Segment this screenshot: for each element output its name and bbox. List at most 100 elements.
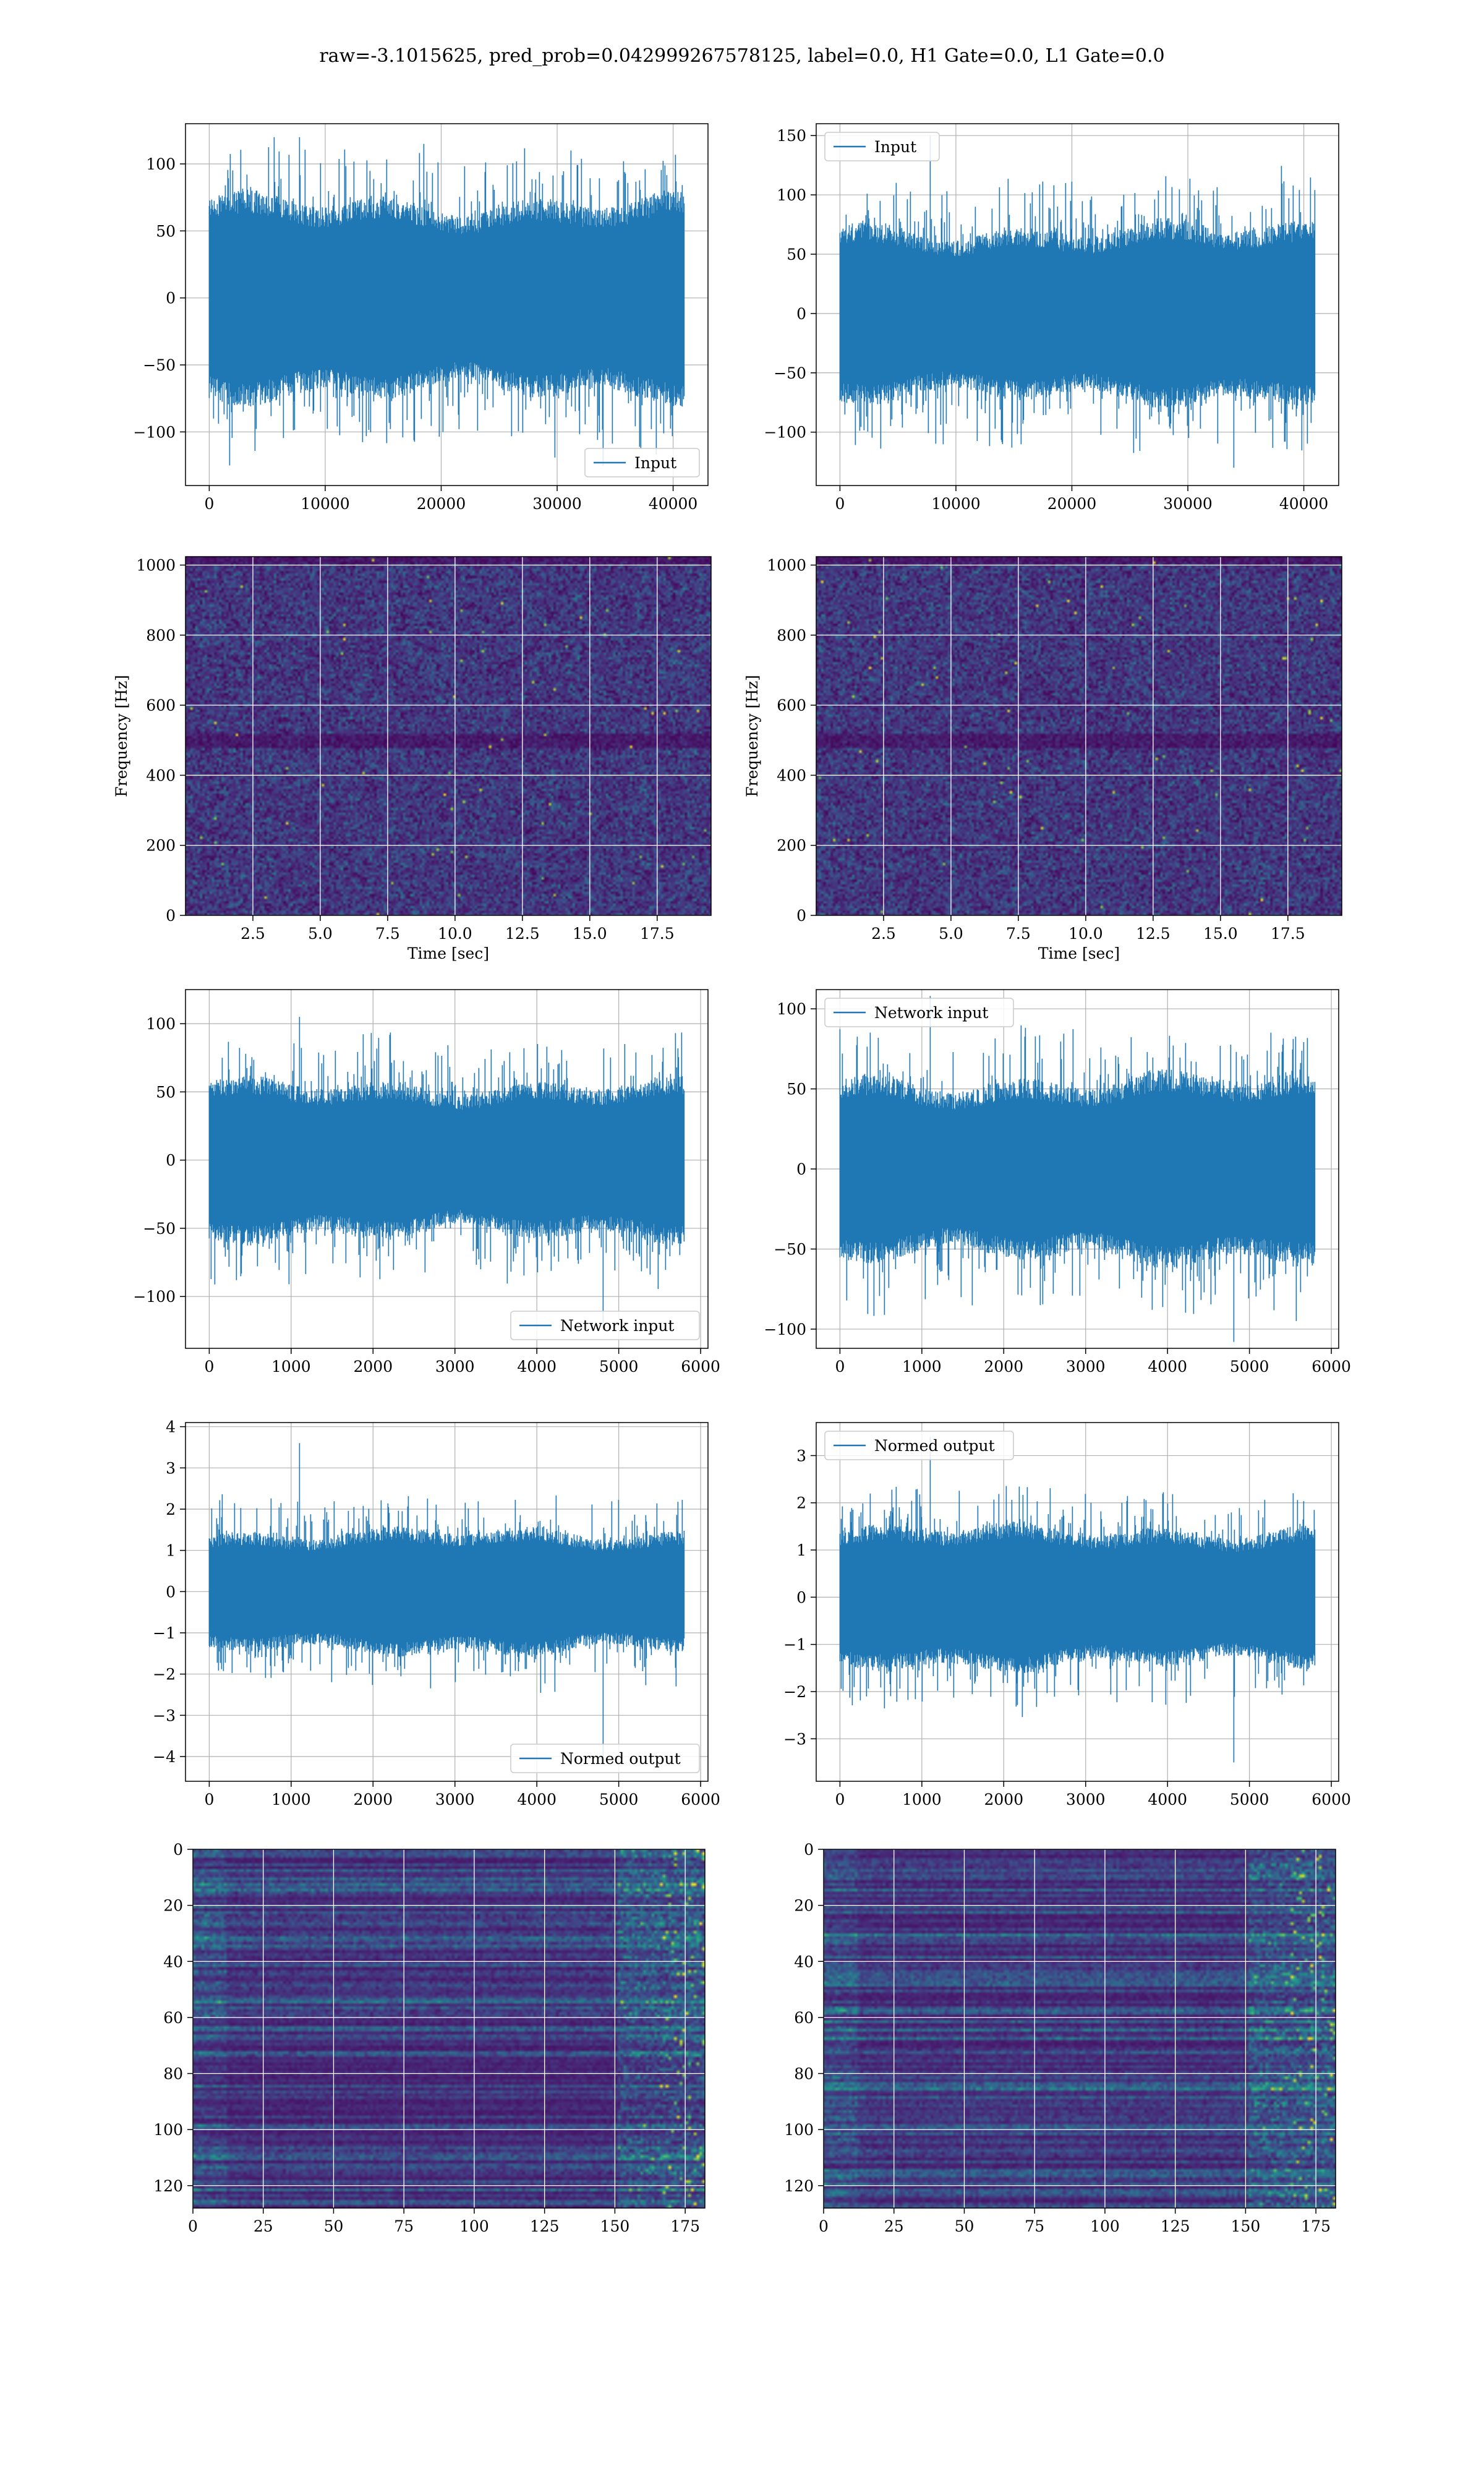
y-tick-label: 0	[166, 907, 176, 925]
y-tick-label: −2	[153, 1666, 176, 1684]
y-tick-label: 800	[777, 627, 806, 644]
y-tick-label: 60	[794, 2009, 814, 2027]
x-tick-label: 6000	[1311, 1791, 1351, 1808]
legend-label: Input	[634, 454, 676, 472]
x-axis-label: Time [sec]	[1038, 944, 1120, 962]
heatmap-image	[186, 557, 711, 915]
x-tick-label: 10000	[301, 495, 350, 513]
axes-frame	[823, 1849, 1336, 2209]
legend: Input	[584, 448, 700, 477]
x-tick-label: 175	[1301, 2217, 1331, 2235]
y-tick-label: 40	[163, 1953, 183, 1971]
x-tick-label: 3000	[1066, 1358, 1106, 1376]
panel-input-l1: 0 10000 20000 30000 40000 −100 −50 0 50 100 150 Inp…	[764, 123, 1339, 513]
y-tick-label: 0	[166, 289, 176, 307]
panels: 0 10000 20000 30000 40000−100−50050100Input0…	[113, 123, 1351, 2235]
y-tick-label: −4	[153, 1748, 176, 1766]
x-tick-label: 50	[324, 2217, 344, 2235]
tick-labels: 0 25 50 75 100 125 150 175 0 20 40 60 80 100 120	[153, 1841, 700, 2235]
legend-label: Network input	[560, 1317, 674, 1335]
x-tick-label: 75	[1025, 2217, 1044, 2235]
y-tick-label: 600	[777, 696, 806, 714]
y-tick-label: −100	[133, 1288, 176, 1306]
x-tick-label: 7.5	[1006, 925, 1031, 943]
panel-normed-output-l1: 0 1000 2000 3000 4000 5000 6000 −3 −2 −1 0 1 2 3 Norme…	[783, 1422, 1351, 1808]
series-line	[208, 137, 685, 466]
y-tick-label: −2	[783, 1683, 806, 1701]
y-tick-label: 0	[796, 305, 806, 323]
legend-box	[510, 1311, 700, 1340]
x-tick-label: 0	[835, 1358, 845, 1376]
x-tick-label: 0	[835, 1791, 845, 1808]
y-tick-label: 1000	[767, 557, 806, 575]
y-tick-label: −50	[143, 356, 176, 374]
y-tick-label: 1	[796, 1541, 806, 1559]
x-tick-label: 5000	[599, 1791, 639, 1808]
legend-label: Input	[874, 138, 916, 156]
y-tick-label: 120	[153, 2177, 183, 2195]
grid-lines	[816, 557, 1342, 916]
y-tick-label: −50	[143, 1220, 176, 1238]
y-tick-label: 0	[796, 907, 806, 925]
x-tick-label: 25	[254, 2217, 273, 2235]
panel-normed-output-h1: 0 1000 2000 3000 4000 5000 6000 −4 −3 −2 −1 0 1 2 3 4 No…	[153, 1418, 720, 1808]
y-tick-label: 20	[163, 1897, 183, 1915]
series-line	[208, 1443, 685, 1765]
panel-spectrogram-l1: 2.5 5.0 7.5 10.0 12.5 15.0 17.5 0 200 400 600 800 10…	[743, 556, 1342, 962]
y-tick-label: 1	[166, 1542, 176, 1560]
y-tick-label: 100	[784, 2121, 814, 2139]
legend: Network input	[510, 1311, 700, 1340]
x-tick-label: 125	[530, 2217, 560, 2235]
x-tick-label: 5000	[1230, 1358, 1269, 1376]
x-tick-label: 3000	[435, 1358, 475, 1376]
x-tick-label: 0	[819, 2217, 829, 2235]
x-tick-label: 15.0	[573, 925, 607, 943]
series-line	[208, 1017, 685, 1331]
x-tick-label: 15.0	[1203, 925, 1238, 943]
y-tick-label: 60	[163, 2009, 183, 2027]
tick-labels: 0 10000 20000 30000 40000 −100 −50 0 50 100 150	[764, 127, 1328, 513]
y-tick-label: −3	[153, 1706, 176, 1724]
x-tick-label: 17.5	[1271, 925, 1305, 943]
x-tick-label: 4000	[1148, 1791, 1187, 1808]
tick-labels: 0 1000 2000 3000 4000 5000 6000 −100 −50 0 50 100	[133, 1015, 720, 1376]
tick-labels: 0 1000 2000 3000 4000 5000 6000 −3 −2 −1 0 1 2 3	[783, 1447, 1351, 1808]
axes-frame	[185, 1422, 709, 1782]
y-axis-label: Frequency [Hz]	[743, 675, 761, 797]
x-tick-label: 150	[600, 2217, 630, 2235]
x-tick-label: 17.5	[640, 925, 675, 943]
x-tick-label: 150	[1231, 2217, 1261, 2235]
x-tick-label: 25	[884, 2217, 904, 2235]
x-tick-label: 50	[955, 2217, 974, 2235]
x-tick-label: 5000	[1230, 1791, 1269, 1808]
y-tick-label: −1	[783, 1636, 806, 1654]
axes-frame	[185, 989, 709, 1349]
x-tick-label: 2.5	[241, 925, 265, 943]
y-tick-label: 0	[173, 1841, 183, 1859]
x-axis-label: Time [sec]	[407, 944, 489, 962]
panel-spectrogram-h1: 2.5 5.0 7.5 10.0 12.5 15.0 17.5 0 200 400 600 800 10…	[113, 556, 712, 962]
x-tick-label: 1000	[902, 1358, 942, 1376]
x-tick-label: 6000	[681, 1791, 720, 1808]
x-tick-label: 4000	[517, 1791, 556, 1808]
y-tick-label: 3	[796, 1447, 806, 1465]
y-tick-label: 100	[146, 1015, 176, 1033]
y-tick-label: −50	[774, 364, 806, 382]
y-axis-label: Frequency [Hz]	[113, 675, 130, 797]
tick-labels: 0 25 50 75 100 125 150 175 0 20 40 60 80 100 120	[784, 1841, 1331, 2235]
y-tick-label: 400	[777, 766, 806, 784]
x-tick-label: 2000	[984, 1791, 1023, 1808]
panel-feature-map-l1: 0 25 50 75 100 125 150 175 0 20 40 60 80 100 120	[784, 1841, 1336, 2235]
x-tick-label: 0	[204, 495, 214, 513]
y-tick-label: −100	[764, 1320, 806, 1338]
y-tick-label: 50	[156, 222, 176, 240]
y-tick-label: 200	[146, 837, 176, 855]
x-tick-label: 5000	[599, 1358, 639, 1376]
panel-network-input-l1: 0 1000 2000 3000 4000 5000 6000 −100 −50 0 50 100 Ne…	[764, 989, 1351, 1376]
axes-frame	[816, 123, 1339, 486]
tick-labels: 0 1000 2000 3000 4000 5000 6000 −4 −3 −2 −1 0 1 2 3 4	[153, 1418, 720, 1808]
x-tick-label: 0	[835, 495, 845, 513]
x-tick-label: 2.5	[871, 925, 896, 943]
x-tick-label: 3000	[1066, 1791, 1106, 1808]
